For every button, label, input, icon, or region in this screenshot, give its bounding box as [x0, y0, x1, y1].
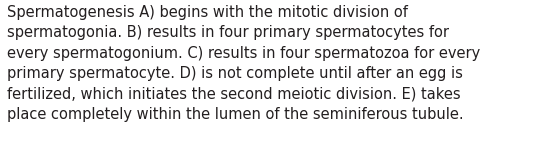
Text: Spermatogenesis A) begins with the mitotic division of
spermatogonia. B) results: Spermatogenesis A) begins with the mitot…: [7, 5, 480, 122]
